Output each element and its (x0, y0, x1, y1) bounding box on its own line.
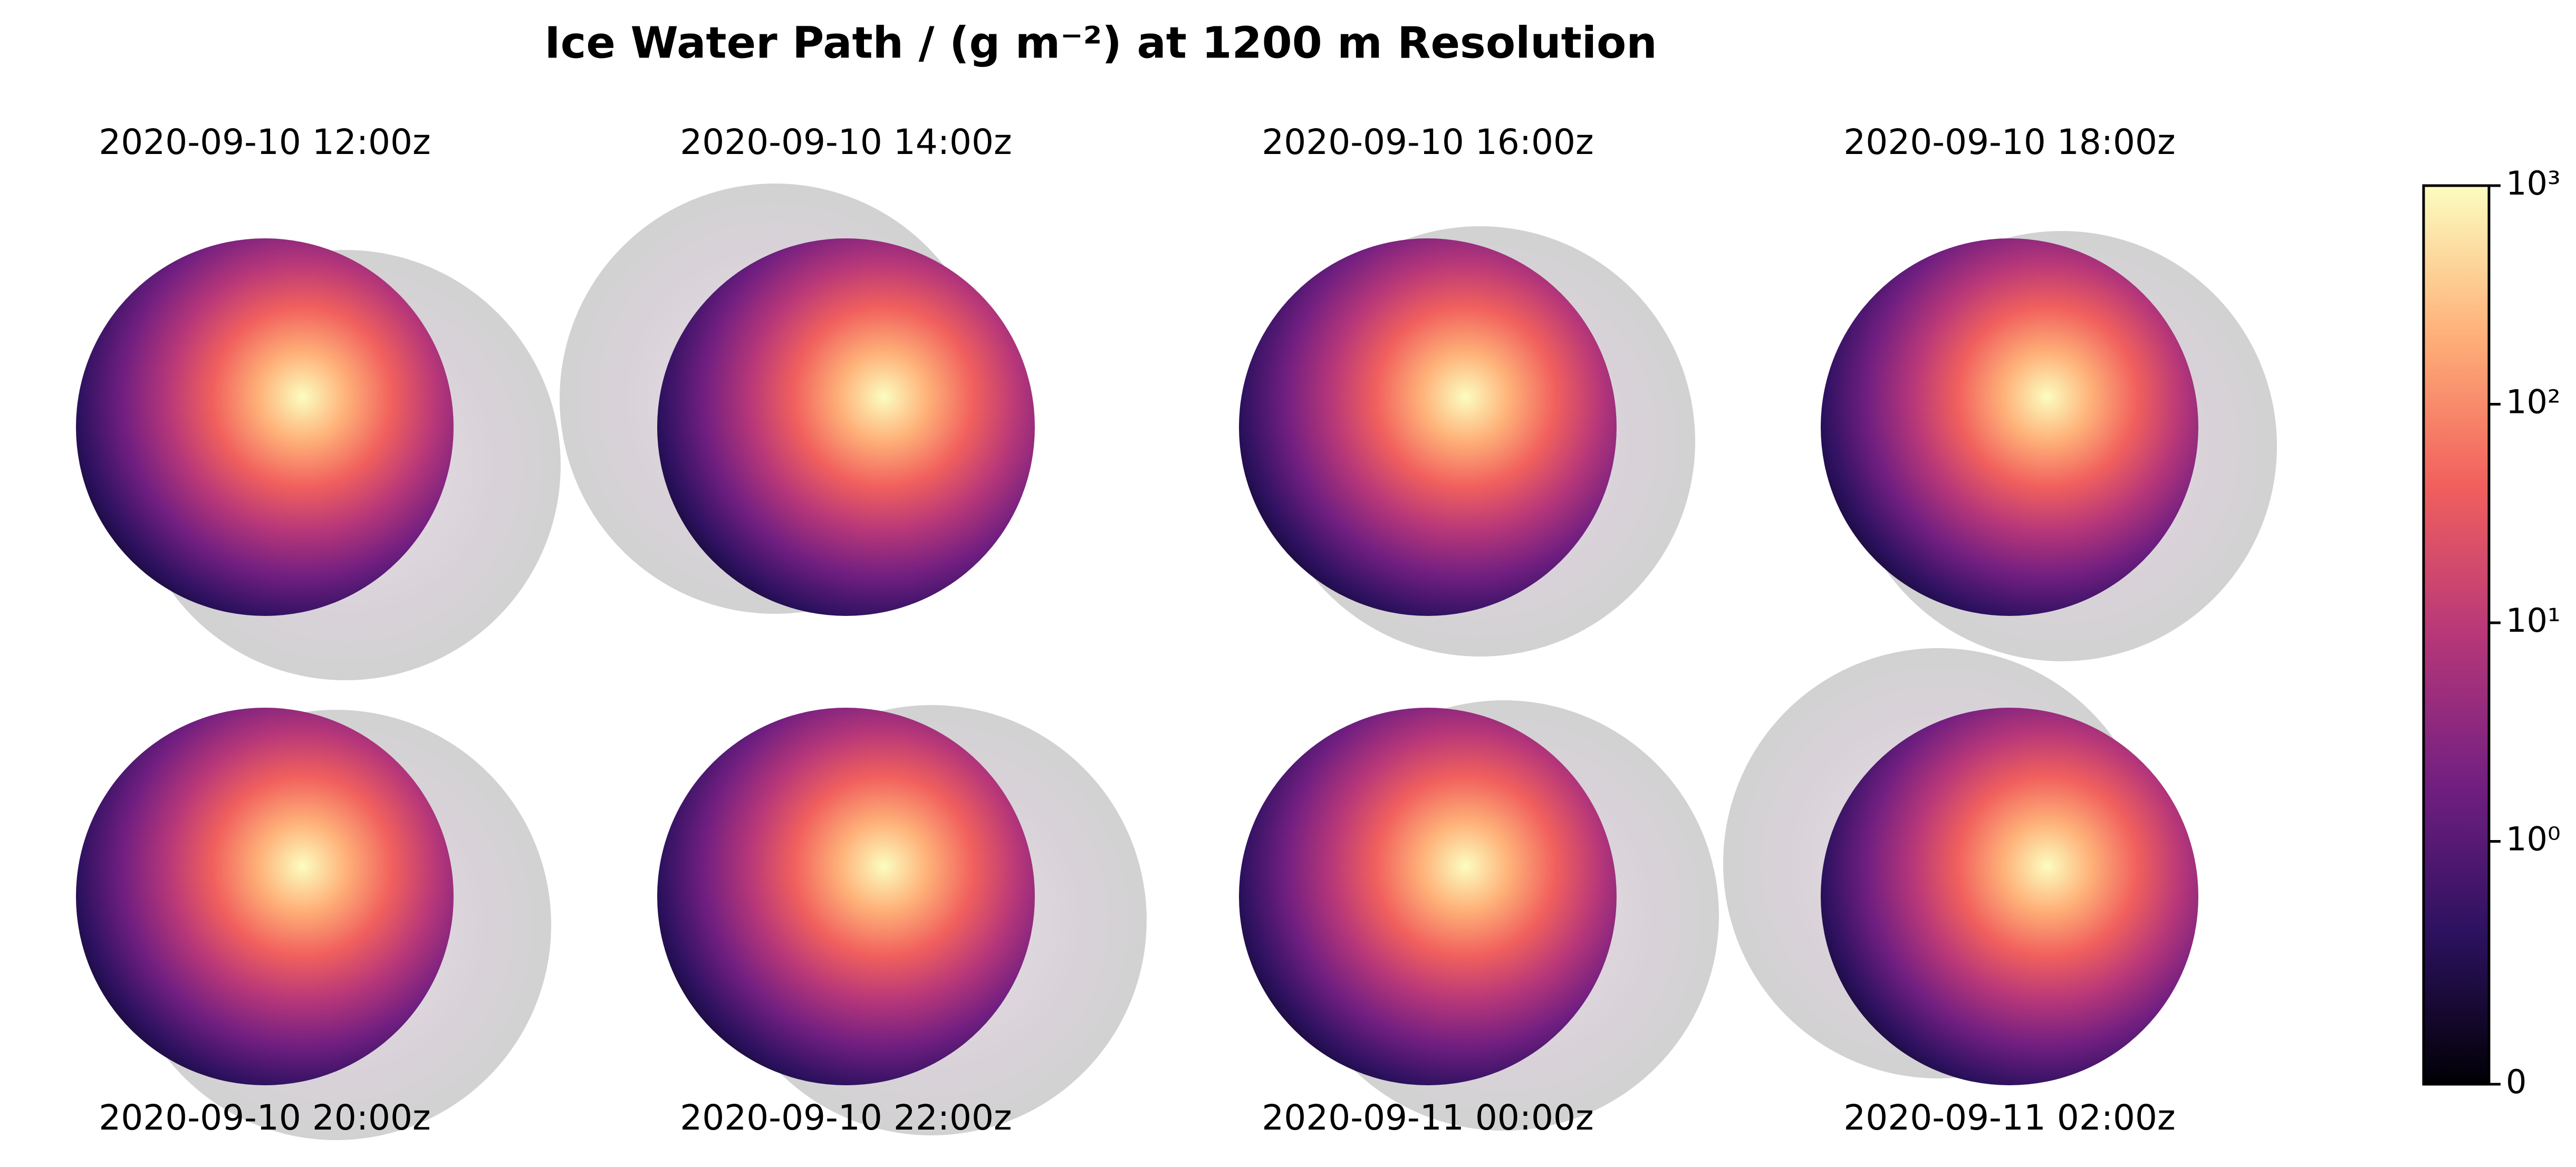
panel-title: 2020-09-10 22:00z (680, 1097, 1012, 1138)
map-panel (1821, 231, 2277, 661)
panel-title: 2020-09-10 14:00z (680, 122, 1012, 162)
map-panel (1723, 648, 2198, 1085)
panel-title: 2020-09-10 16:00z (1262, 122, 1593, 162)
map-panel (657, 705, 1147, 1135)
colorbar-tick-label: 10³ (2506, 164, 2561, 202)
storm-field (1821, 708, 2198, 1085)
panel-title: 2020-09-11 02:00z (1843, 1097, 2175, 1138)
storm-field (1239, 238, 1617, 616)
figure-title: Ice Water Path / (g m⁻²) at 1200 m Resol… (544, 18, 1657, 68)
colorbar-tick-label: 10⁰ (2506, 820, 2561, 859)
map-panel (1239, 226, 1695, 657)
storm-field (76, 708, 454, 1085)
map-panel (1239, 700, 1719, 1131)
panel-title: 2020-09-10 18:00z (1843, 122, 2175, 162)
map-panel (76, 238, 561, 680)
storm-field (76, 238, 454, 616)
colorbar-tick-label: 0 (2506, 1063, 2526, 1101)
map-panel (560, 184, 1035, 616)
panel-title: 2020-09-11 00:00z (1262, 1097, 1593, 1138)
storm-field (1821, 238, 2198, 616)
colorbar-tick-label: 10¹ (2506, 601, 2561, 640)
storm-field (657, 708, 1035, 1085)
storm-field (657, 238, 1035, 616)
colorbar-tick-label: 10² (2506, 383, 2561, 421)
storm-field (1239, 708, 1617, 1085)
panel-title: 2020-09-10 12:00z (99, 122, 430, 162)
colorbar (2422, 184, 2491, 1086)
panel-title: 2020-09-10 20:00z (99, 1097, 430, 1138)
map-panel (76, 708, 551, 1140)
